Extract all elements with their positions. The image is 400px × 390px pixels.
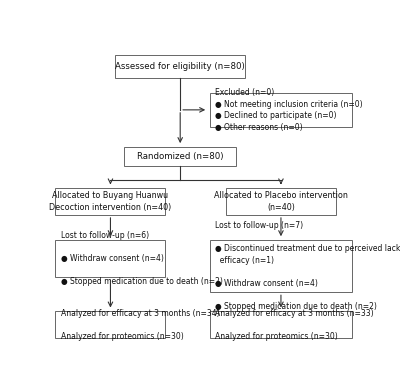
Text: Allocated to Buyang Huanwu
Decoction intervention (n=40): Allocated to Buyang Huanwu Decoction int… (49, 191, 172, 212)
Text: Lost to follow-up (n=6)

● Withdraw consent (n=4)

● Stopped medication due to d: Lost to follow-up (n=6) ● Withdraw conse… (61, 231, 223, 286)
FancyBboxPatch shape (226, 188, 336, 215)
Text: Randomized (n=80): Randomized (n=80) (137, 152, 224, 161)
FancyBboxPatch shape (210, 240, 352, 292)
Text: Allocated to Placebo intervention
(n=40): Allocated to Placebo intervention (n=40) (214, 191, 348, 212)
FancyBboxPatch shape (115, 55, 245, 78)
Text: Excluded (n=0)
● Not meeting inclusion criteria (n=0)
● Declined to participate : Excluded (n=0) ● Not meeting inclusion c… (215, 88, 363, 131)
Text: Analyzed for efficacy at 3 months (n=33)

Analyzed for proteomics (n=30): Analyzed for efficacy at 3 months (n=33)… (215, 308, 374, 340)
Text: Assessed for eligibility (n=80): Assessed for eligibility (n=80) (115, 62, 245, 71)
Text: Analyzed for efficacy at 3 months (n=34)

Analyzed for proteomics (n=30): Analyzed for efficacy at 3 months (n=34)… (61, 308, 220, 340)
FancyBboxPatch shape (56, 240, 166, 277)
FancyBboxPatch shape (210, 311, 352, 338)
FancyBboxPatch shape (56, 311, 166, 338)
Text: Lost to follow-up (n=7)

● Discontinued treatment due to perceived lack of
  eff: Lost to follow-up (n=7) ● Discontinued t… (215, 222, 400, 310)
FancyBboxPatch shape (210, 92, 352, 127)
FancyBboxPatch shape (56, 188, 166, 215)
FancyBboxPatch shape (124, 147, 236, 166)
